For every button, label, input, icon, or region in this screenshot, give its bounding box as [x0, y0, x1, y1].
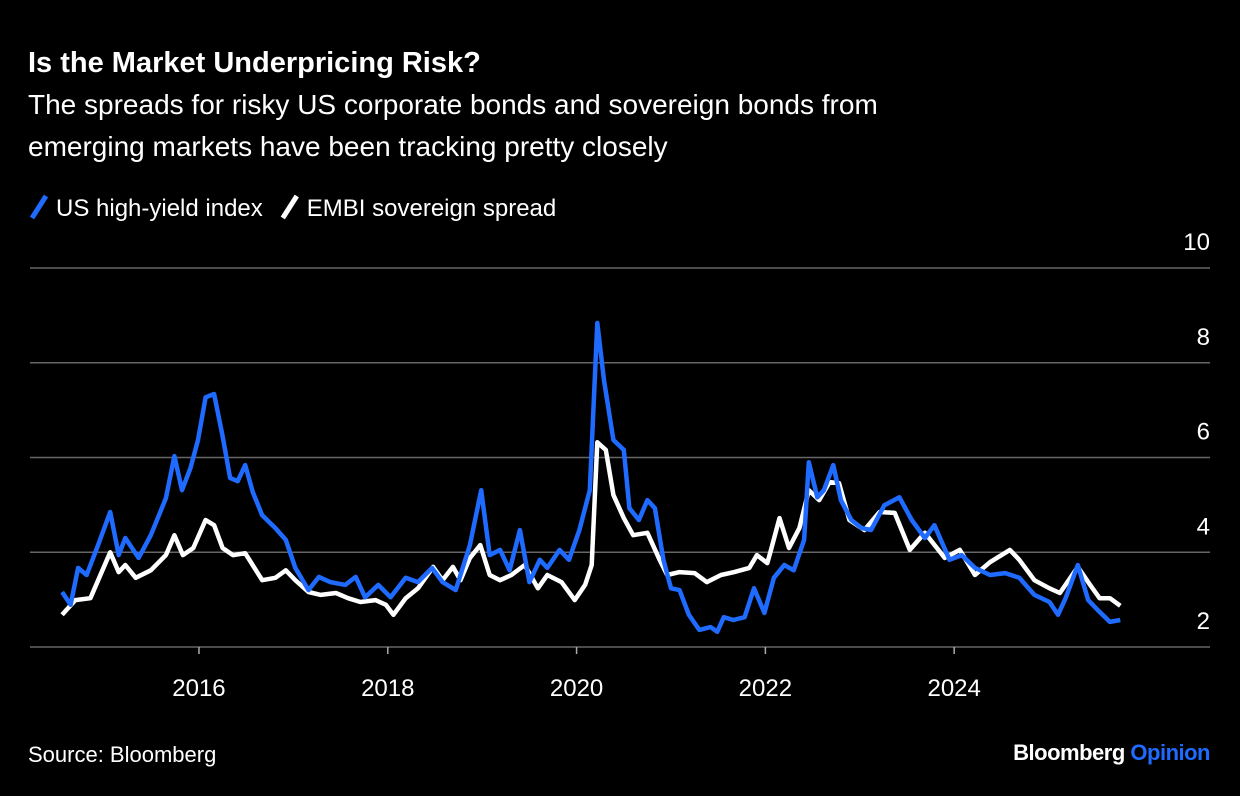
brand-opinion: Opinion — [1130, 740, 1210, 765]
source: Source: Bloomberg — [28, 742, 216, 767]
legend-swatch — [280, 194, 299, 220]
chart-title: Is the Market Underpricing Risk? — [28, 47, 481, 79]
brand: Bloomberg Opinion — [1013, 740, 1210, 765]
brand-name: Bloomberg — [1013, 740, 1125, 765]
y-tick-label: 10 — [1183, 229, 1210, 256]
chart-subtitle: The spreads for risky US corporate bonds… — [28, 89, 878, 120]
chart-subtitle: emerging markets have been tracking pret… — [28, 131, 668, 162]
legend-label: EMBI sovereign spread — [307, 195, 556, 222]
x-tick-label: 2018 — [361, 675, 414, 702]
y-tick-label: 8 — [1197, 324, 1210, 351]
legend-swatch — [29, 194, 49, 220]
series-line — [60, 440, 1122, 618]
x-tick-label: 2024 — [927, 675, 980, 702]
x-tick-label: 2022 — [739, 675, 792, 702]
y-tick-label: 2 — [1197, 608, 1210, 635]
legend-label: US high-yield index — [56, 195, 263, 222]
y-tick-label: 4 — [1197, 513, 1210, 540]
x-tick-label: 2020 — [550, 675, 603, 702]
series-line — [60, 320, 1121, 635]
y-tick-label: 6 — [1197, 419, 1210, 446]
x-tick-label: 2016 — [172, 675, 225, 702]
